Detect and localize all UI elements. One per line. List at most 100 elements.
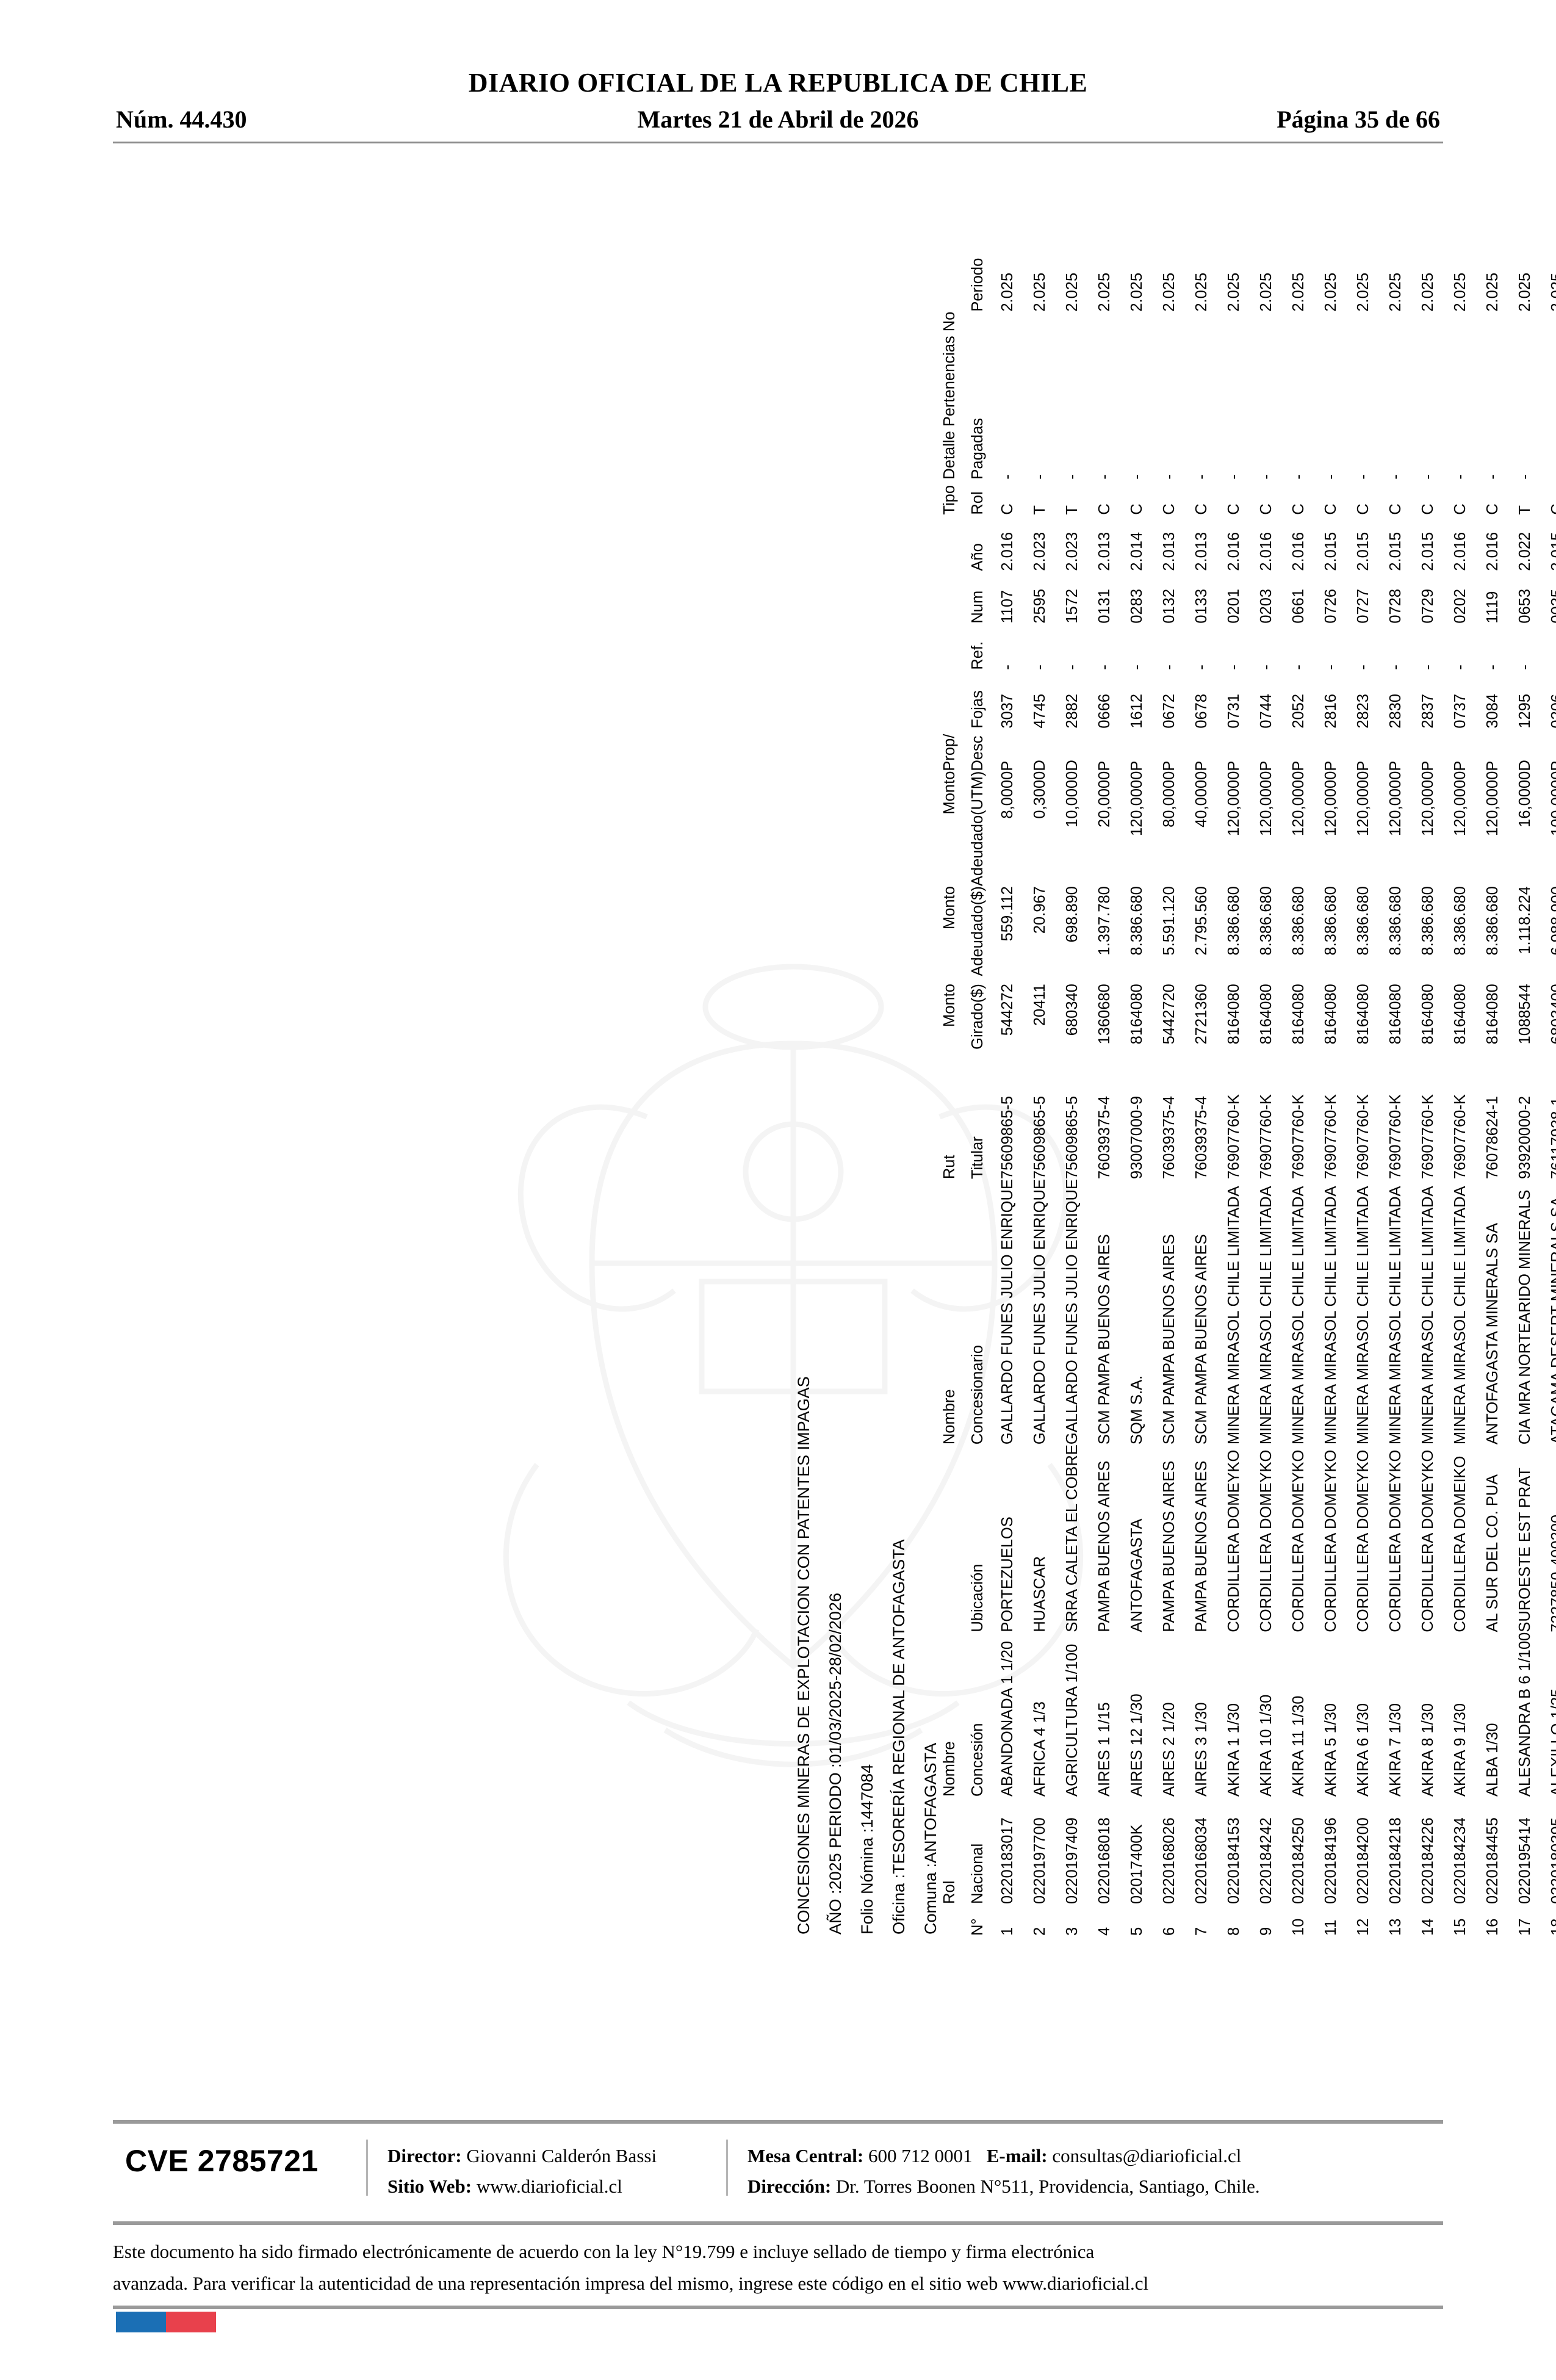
cell-n: 6	[1161, 1927, 1178, 1936]
mesa-central-label: Mesa Central:	[747, 2145, 864, 2166]
cell-num: 1572	[1064, 588, 1081, 624]
cell-anio: 2.016	[1452, 532, 1469, 571]
cell-ref: -	[1387, 665, 1404, 670]
cell-per: 2.025	[1452, 272, 1469, 312]
legal-top-divider	[113, 2221, 1443, 2225]
meta-line-periodo: AÑO :2025 PERIODO :01/03/2025-28/02/2026	[826, 1593, 845, 1935]
cell-ubi: CORDILLERA DOMEYKO	[1258, 1449, 1275, 1632]
cell-prop: P	[1355, 760, 1372, 771]
table-row: 10 0220184250 AKIRA 11 1/30 CORDILLERA DOME…	[1283, 253, 1315, 1936]
cell-ref: -	[1541, 624, 1556, 670]
cell-conc: MINERA MIRASOL CHILE LIMITADA	[1452, 1186, 1469, 1445]
cell-prop: P	[1322, 760, 1339, 771]
flag-blue-swatch	[116, 2312, 166, 2332]
cell-nom: AKIRA 7 1/30	[1387, 1703, 1404, 1797]
table-row: 2 0220197700 AFRICA 4 1/3 HUASCAR GALLARDO F…	[1024, 253, 1056, 1936]
sitio-web-value[interactable]: www.diarioficial.cl	[476, 2176, 622, 2197]
email-value[interactable]: consultas@diarioficial.cl	[1052, 2145, 1242, 2166]
table-row: 4 0220168018 AIRES 1 1/15 PAMPA BUENOS AIRE…	[1089, 253, 1121, 1936]
cell-utm: 8,0000	[999, 771, 1016, 819]
cell-ubi: SUROESTE EST PRAT	[1516, 1467, 1533, 1632]
cell-rut: 75609865-5	[1031, 1095, 1048, 1180]
cell-rol: 0220180395	[1549, 1817, 1556, 1904]
cell-tipo: C	[1225, 503, 1242, 515]
cell-ref: -	[1258, 665, 1275, 670]
table-row: 12 0220184200 AKIRA 6 1/30 CORDILLERA DOMEY…	[1347, 253, 1380, 1936]
colophon-left-block: Director: Giovanni Calderón Bassi Sitio …	[387, 2141, 657, 2202]
cell-num: 2595	[1031, 588, 1048, 624]
cell-n: 3	[1064, 1927, 1081, 1936]
email-label: E-mail:	[986, 2145, 1048, 2166]
cell-nom: AIRES 3 1/30	[1193, 1702, 1210, 1797]
cell-adeu: 1.397.780	[1096, 886, 1113, 956]
cell-gir: 8164080	[1484, 984, 1501, 1045]
cell-foj: 0206	[1549, 693, 1556, 729]
cell-num: 0201	[1225, 588, 1242, 624]
cell-foj: 1295	[1516, 693, 1533, 729]
cell-num: 0202	[1452, 588, 1469, 624]
cell-num: 0727	[1355, 588, 1372, 624]
cell-rut: 76907760-K	[1322, 1094, 1339, 1180]
cell-utm: 120,0000	[1258, 771, 1275, 836]
cell-rut: 76078624-1	[1484, 1095, 1501, 1180]
cell-per: 2.025	[1031, 272, 1048, 312]
cell-conc: MINERA MIRASOL CHILE LIMITADA	[1258, 1186, 1275, 1445]
table-header-row: N° Rol Nacional Nombre Concesión Ubicación…	[935, 253, 992, 1936]
mesa-central-value: 600 712 0001	[868, 2145, 973, 2166]
cell-gir: 6803400	[1549, 984, 1556, 1045]
table-row: 5 02017400K AIRES 12 1/30 ANTOFAGASTA SQM S.…	[1121, 253, 1153, 1936]
colophon-separator-1	[366, 2140, 368, 2196]
col-header-nombre-concesion: Nombre Concesión	[941, 1723, 986, 1797]
col-header-monto-adeudado-utm: Monto Adeudado(UTM)	[941, 771, 986, 887]
colophon-separator-2	[726, 2140, 728, 2196]
cell-anio: 2.015	[1419, 532, 1436, 571]
cell-rol: 0220168026	[1161, 1817, 1178, 1904]
cell-n: 10	[1290, 1918, 1307, 1936]
legal-bottom-divider	[113, 2306, 1443, 2309]
col-header-detalle-pertenencias: Detalle Pertenencias No Pagadas	[941, 311, 986, 480]
cell-per: 2.025	[1516, 272, 1533, 312]
cell-anio: 2.016	[1484, 532, 1501, 571]
cell-rol: 0220168018	[1096, 1817, 1113, 1904]
cell-rol: 0220184218	[1387, 1817, 1404, 1904]
cell-ubi: CORDILLERA DOMEYKO	[1225, 1449, 1242, 1632]
cell-adeu: 8.386.680	[1258, 886, 1275, 956]
cell-tipo: C	[999, 503, 1016, 515]
cell-prop: P	[1258, 760, 1275, 771]
cell-foj: 2816	[1322, 693, 1339, 729]
cell-rol: 0220168034	[1193, 1817, 1210, 1904]
cell-det: -	[1193, 474, 1210, 480]
cell-det: -	[1290, 474, 1307, 480]
cell-ubi: ANTOFAGASTA	[1128, 1518, 1145, 1632]
cell-num: 0283	[1128, 588, 1145, 624]
cell-foj: 0672	[1161, 693, 1178, 729]
cell-rut: 76907760-K	[1355, 1094, 1372, 1180]
colophon-right-block: Mesa Central: 600 712 0001 E-mail: consu…	[747, 2141, 1260, 2202]
cell-det: -	[1225, 474, 1242, 480]
contact-line: Mesa Central: 600 712 0001 E-mail: consu…	[747, 2141, 1260, 2171]
cell-num: 0035	[1549, 588, 1556, 624]
col-header-rut-titular: Rut Titular	[941, 1136, 986, 1180]
flag-red-swatch	[166, 2312, 216, 2332]
cell-det: -	[1516, 474, 1533, 480]
concessions-table: N° Rol Nacional Nombre Concesión Ubicación…	[935, 253, 1556, 1936]
cell-n: 13	[1387, 1918, 1404, 1936]
cell-foj: 4745	[1031, 693, 1048, 729]
cell-det: -	[1452, 474, 1469, 480]
cell-ubi: AL SUR DEL CO. PUA	[1484, 1474, 1501, 1632]
meta-line-oficina: Oficina :TESORERÍA REGIONAL DE ANTOFAGAS…	[890, 1539, 908, 1935]
cell-foj: 1612	[1128, 693, 1145, 729]
cell-n: 2	[1031, 1927, 1048, 1936]
cell-n: 14	[1419, 1918, 1436, 1936]
cell-prop: P	[1193, 760, 1210, 771]
cell-conc: GALLARDO FUNES JULIO ENRIQUE	[1064, 1179, 1081, 1445]
cell-ubi: PAMPA BUENOS AIRES	[1161, 1460, 1178, 1632]
cell-conc: MINERA MIRASOL CHILE LIMITADA	[1322, 1186, 1339, 1445]
cell-num: 0729	[1419, 588, 1436, 624]
cell-rol: 0220184226	[1419, 1817, 1436, 1904]
cell-nom: AKIRA 11 1/30	[1290, 1695, 1307, 1797]
cell-conc: CIA MRA NORTEARIDO MINERALS	[1516, 1189, 1533, 1445]
cell-det: -	[1161, 474, 1178, 480]
cell-tipo: T	[1516, 505, 1533, 515]
cell-rol: 0220197409	[1064, 1817, 1081, 1904]
